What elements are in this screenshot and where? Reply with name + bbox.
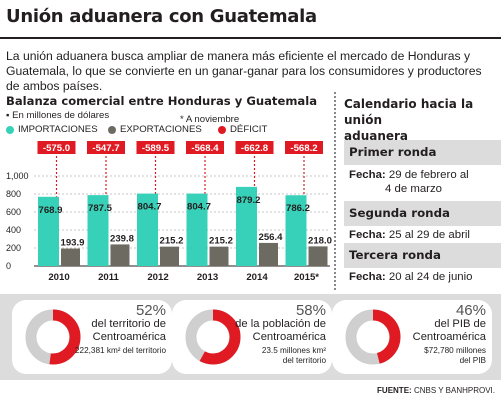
exports-value-label: 215.2 bbox=[209, 236, 233, 247]
stat-detail: $72,780 millones del PIB bbox=[424, 346, 486, 365]
exports-bar bbox=[308, 246, 328, 266]
exports-bar bbox=[209, 246, 229, 266]
stat-label: del territorio de Centroamérica bbox=[91, 318, 166, 343]
imports-value-label: 786.2 bbox=[286, 203, 310, 214]
imports-value-label: 804.7 bbox=[187, 202, 211, 213]
y-tick-label: 800 bbox=[6, 189, 21, 199]
legend-deficit: DÉFICIT bbox=[218, 124, 267, 135]
x-category-label: 2011 bbox=[98, 272, 119, 283]
imports-bar bbox=[38, 196, 59, 266]
x-category-label: 2013 bbox=[197, 272, 218, 283]
section-divider bbox=[334, 92, 336, 290]
stat-card-territory: 52% del territorio de Centroamérica 222,… bbox=[12, 300, 172, 374]
territory-donut-icon bbox=[25, 309, 81, 365]
title-rule bbox=[0, 37, 501, 39]
deficit-value-label: -589.5 bbox=[142, 143, 170, 154]
exports-value-label: 256.4 bbox=[258, 232, 283, 243]
stat-percent: 52% bbox=[135, 302, 166, 319]
exports-bar bbox=[259, 242, 278, 266]
stat-percent: 58% bbox=[295, 302, 326, 319]
deficit-box bbox=[87, 141, 125, 154]
x-category-label: 2012 bbox=[147, 272, 168, 283]
deficit-value-label: -547.7 bbox=[92, 143, 119, 154]
exports-bar bbox=[110, 244, 130, 266]
imports-value-label: 804.7 bbox=[137, 202, 161, 213]
gdp-donut-icon bbox=[345, 309, 401, 365]
exports-value-label: 215.2 bbox=[159, 236, 183, 247]
x-category-label: 2015* bbox=[294, 272, 319, 283]
stat-label: de la población de Centroamérica bbox=[235, 318, 326, 343]
chart-title: Balanza comercial entre Honduras y Guate… bbox=[6, 94, 318, 108]
deficit-box bbox=[37, 141, 76, 154]
legend-imports: IMPORTACIONES bbox=[6, 124, 98, 135]
deficit-value-label: -568.4 bbox=[191, 143, 219, 154]
imports-bar bbox=[137, 193, 158, 266]
y-tick-label: 600 bbox=[6, 207, 21, 217]
y-tick-label: 200 bbox=[6, 243, 21, 253]
page-title: Unión aduanera con Guatemala bbox=[6, 6, 317, 27]
imports-value-label: 879.2 bbox=[236, 195, 260, 206]
exports-value-label: 193.9 bbox=[60, 238, 84, 249]
imports-bar bbox=[285, 195, 307, 266]
stat-card-gdp: 46% del PIB de Centroamérica $72,780 mil… bbox=[332, 300, 492, 374]
intro-paragraph: La unión aduanera busca ampliar de maner… bbox=[6, 49, 482, 93]
x-category-label: 2014 bbox=[246, 272, 268, 283]
stat-percent: 46% bbox=[455, 302, 486, 319]
imports-swatch-icon bbox=[6, 125, 14, 134]
round-1-header: Primer ronda bbox=[344, 140, 501, 165]
exports-bar bbox=[61, 248, 80, 266]
unit-note: ▪ En millones de dólares bbox=[6, 110, 110, 121]
round-2-date: Fecha: 25 al 29 de abril bbox=[349, 229, 470, 241]
deficit-value-label: -575.0 bbox=[43, 143, 70, 154]
x-category-label: 2010 bbox=[48, 272, 69, 283]
deficit-value-label: -662.8 bbox=[241, 143, 269, 154]
y-tick-label: 1,000 bbox=[6, 171, 29, 181]
deficit-box bbox=[186, 141, 224, 154]
round-3-date: Fecha: 20 al 24 de junio bbox=[349, 271, 473, 283]
round-3-header: Tercera ronda bbox=[344, 243, 501, 268]
donut-fill bbox=[345, 309, 401, 365]
exports-swatch-icon bbox=[108, 125, 116, 134]
imports-value-label: 787.5 bbox=[88, 203, 113, 214]
y-tick-label: 0 bbox=[6, 261, 11, 271]
stat-detail: 23.5 millones km² del territorio bbox=[261, 346, 326, 365]
legend-exports: EXPORTACIONES bbox=[108, 124, 202, 135]
exports-bar bbox=[160, 246, 179, 266]
imports-bar bbox=[186, 193, 208, 266]
stat-card-population: 58% de la población de Centroamérica 23.… bbox=[172, 300, 332, 374]
exports-value-label: 218.0 bbox=[308, 235, 332, 246]
y-tick-label: 400 bbox=[6, 225, 21, 235]
population-donut-icon bbox=[185, 309, 241, 365]
round-2-header: Segunda ronda bbox=[344, 201, 501, 226]
exports-value-label: 239.8 bbox=[110, 233, 135, 244]
deficit-box bbox=[136, 141, 175, 154]
imports-bar bbox=[87, 195, 109, 266]
bullet-icon: ▪ bbox=[6, 110, 13, 121]
stat-detail: 222,381 km² del territorio bbox=[74, 346, 166, 355]
imports-value-label: 768.9 bbox=[38, 205, 62, 216]
imports-bar bbox=[236, 186, 257, 266]
round-1-date: Fecha: 29 de febrero al bbox=[349, 169, 469, 181]
donut-fill bbox=[25, 309, 81, 365]
donut-fill bbox=[185, 309, 241, 365]
deficit-swatch-icon bbox=[218, 125, 226, 134]
deficit-value-label: -568.2 bbox=[290, 143, 317, 154]
footnote: * A noviembre bbox=[180, 114, 240, 125]
deficit-box bbox=[285, 141, 323, 154]
stat-label: del PIB de Centroamérica bbox=[412, 318, 486, 343]
round-1-date-cont: 4 de marzo bbox=[385, 183, 442, 195]
deficit-box bbox=[235, 141, 274, 154]
source-note: FUENTE: CNBS Y BANHPROVI. bbox=[377, 386, 495, 395]
balance-chart: 0 200 400 600 800 1,000 768.9 193.9 -575.0 2010 78… bbox=[6, 141, 332, 283]
